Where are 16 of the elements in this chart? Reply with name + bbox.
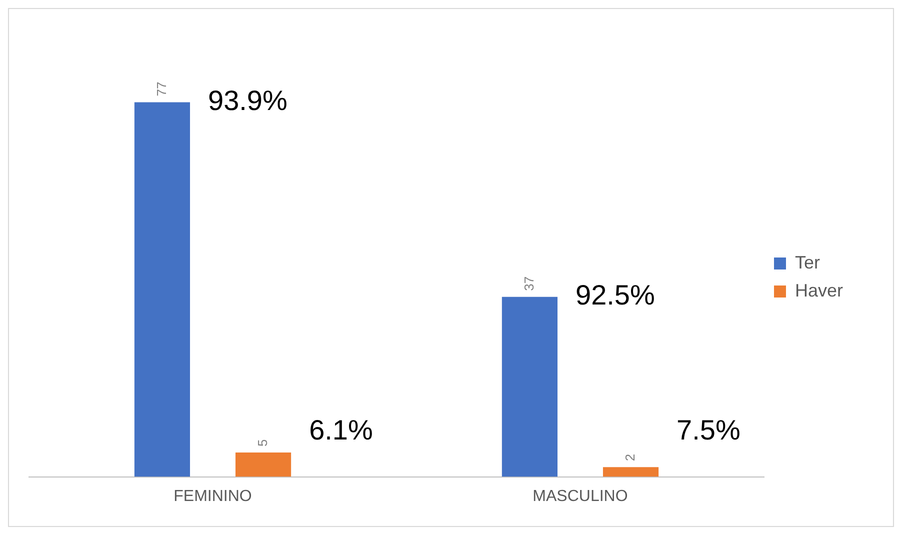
data-label: 5 bbox=[254, 439, 270, 446]
data-label: 2 bbox=[622, 454, 638, 462]
bar bbox=[134, 102, 190, 477]
x-tick-label: FEMININO bbox=[174, 488, 252, 505]
annotation: 92.5% bbox=[576, 280, 655, 311]
annotation: 93.9% bbox=[208, 84, 288, 116]
legend-label: Ter bbox=[794, 252, 820, 272]
bar bbox=[602, 467, 659, 477]
bar bbox=[235, 452, 292, 477]
bar bbox=[502, 296, 558, 477]
annotation: 7.5% bbox=[676, 414, 740, 446]
x-tick-label: MASCULINO bbox=[532, 488, 628, 505]
legend-label: Haver bbox=[794, 280, 844, 300]
data-label: 77 bbox=[154, 82, 169, 96]
data-label: 37 bbox=[521, 276, 536, 291]
annotation: 6.1% bbox=[309, 414, 373, 446]
